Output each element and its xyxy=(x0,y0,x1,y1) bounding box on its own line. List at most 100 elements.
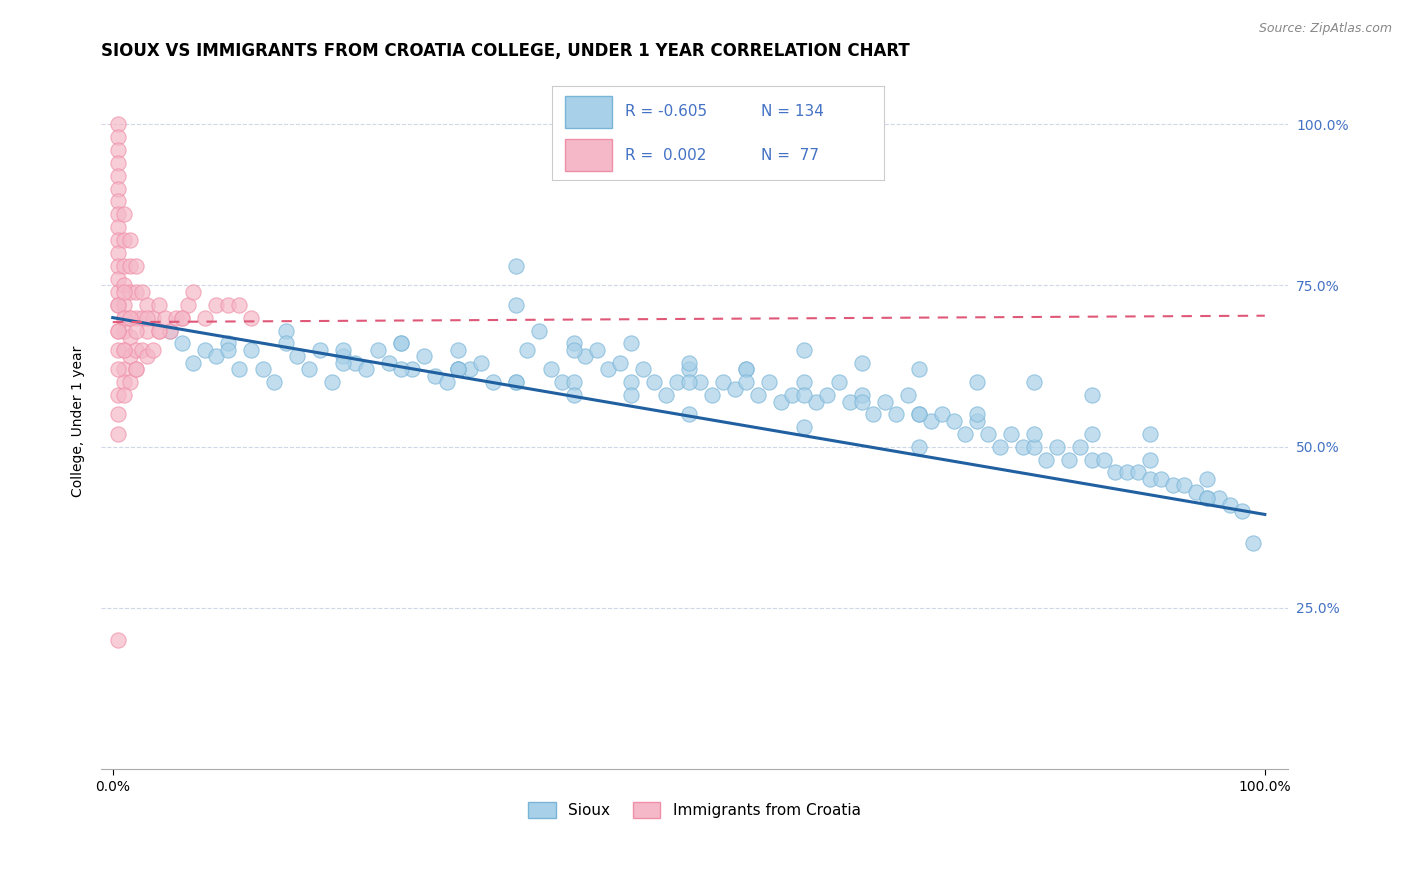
Point xyxy=(205,298,228,312)
Point xyxy=(148,324,170,338)
Point xyxy=(516,343,538,357)
Point xyxy=(131,310,153,325)
Point xyxy=(321,375,343,389)
Point xyxy=(107,426,129,441)
Point xyxy=(1139,426,1161,441)
Point xyxy=(562,375,585,389)
Point xyxy=(769,394,792,409)
Point xyxy=(585,343,607,357)
Point xyxy=(782,388,804,402)
Point xyxy=(1219,498,1241,512)
Point xyxy=(142,310,165,325)
Point xyxy=(228,362,250,376)
Point xyxy=(118,233,141,247)
Point xyxy=(118,330,141,344)
Point xyxy=(131,285,153,299)
Point xyxy=(285,349,308,363)
Point xyxy=(1069,440,1091,454)
Point xyxy=(389,336,412,351)
Point xyxy=(1197,491,1219,506)
Point xyxy=(574,349,596,363)
Point xyxy=(401,362,423,376)
Point xyxy=(966,414,988,428)
Point xyxy=(654,388,676,402)
Point xyxy=(148,298,170,312)
Point xyxy=(1035,452,1057,467)
Point xyxy=(966,408,988,422)
Point xyxy=(142,343,165,357)
Point xyxy=(205,349,228,363)
Point xyxy=(643,375,665,389)
Point xyxy=(107,633,129,648)
Point xyxy=(153,310,176,325)
Legend: Sioux, Immigrants from Croatia: Sioux, Immigrants from Croatia xyxy=(522,797,868,824)
Point xyxy=(118,349,141,363)
Point xyxy=(689,375,711,389)
Point xyxy=(1241,536,1264,550)
Point xyxy=(297,362,319,376)
Point xyxy=(470,356,492,370)
Point xyxy=(107,408,129,422)
Point xyxy=(977,426,1000,441)
Point xyxy=(112,324,135,338)
Point xyxy=(107,207,129,221)
Point xyxy=(609,356,631,370)
Point xyxy=(884,408,907,422)
Point xyxy=(309,343,332,357)
Point xyxy=(758,375,780,389)
Point xyxy=(107,259,129,273)
Point xyxy=(1012,440,1035,454)
Point xyxy=(112,343,135,357)
Point xyxy=(107,324,129,338)
Point xyxy=(125,259,148,273)
Point xyxy=(1126,466,1149,480)
Point xyxy=(793,343,815,357)
Point xyxy=(148,324,170,338)
Point xyxy=(240,310,263,325)
Point xyxy=(263,375,285,389)
Point xyxy=(931,408,953,422)
Point xyxy=(1024,375,1046,389)
Point xyxy=(527,324,550,338)
Point xyxy=(678,408,700,422)
Point xyxy=(112,298,135,312)
Point xyxy=(1024,426,1046,441)
Point xyxy=(107,117,129,131)
Point xyxy=(389,336,412,351)
Point xyxy=(1173,478,1195,492)
Point xyxy=(125,324,148,338)
Point xyxy=(136,310,159,325)
Point xyxy=(159,324,181,338)
Point xyxy=(112,343,135,357)
Point xyxy=(1230,504,1253,518)
Point xyxy=(711,375,734,389)
Point xyxy=(354,362,377,376)
Point xyxy=(389,362,412,376)
Point xyxy=(908,440,931,454)
Point xyxy=(125,343,148,357)
Point xyxy=(447,362,470,376)
Point xyxy=(240,343,263,357)
Point xyxy=(873,394,896,409)
Point xyxy=(112,233,135,247)
Point xyxy=(107,324,129,338)
Point xyxy=(1197,472,1219,486)
Point xyxy=(194,310,217,325)
Point xyxy=(827,375,849,389)
Point xyxy=(125,285,148,299)
Point xyxy=(458,362,481,376)
Point xyxy=(112,362,135,376)
Point xyxy=(678,356,700,370)
Point xyxy=(107,298,129,312)
Point xyxy=(447,362,470,376)
Point xyxy=(1081,388,1104,402)
Point xyxy=(107,220,129,235)
Point xyxy=(447,362,470,376)
Point xyxy=(107,233,129,247)
Point xyxy=(551,375,574,389)
Point xyxy=(505,375,527,389)
Point xyxy=(678,362,700,376)
Point xyxy=(107,155,129,169)
Point xyxy=(815,388,838,402)
Point xyxy=(908,408,931,422)
